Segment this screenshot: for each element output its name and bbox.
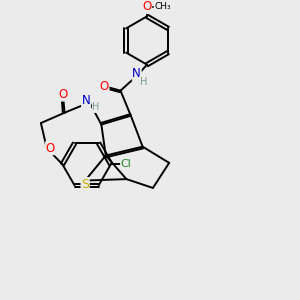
- Text: O: O: [46, 142, 55, 154]
- Text: S: S: [81, 178, 89, 190]
- Text: H: H: [140, 77, 147, 87]
- Text: Cl: Cl: [121, 159, 132, 170]
- Text: O: O: [100, 80, 109, 93]
- Text: H: H: [92, 102, 100, 112]
- Text: O: O: [58, 88, 68, 101]
- Text: N: N: [132, 67, 141, 80]
- Text: CH₃: CH₃: [154, 2, 171, 11]
- Text: O: O: [142, 0, 152, 14]
- Text: N: N: [82, 94, 90, 107]
